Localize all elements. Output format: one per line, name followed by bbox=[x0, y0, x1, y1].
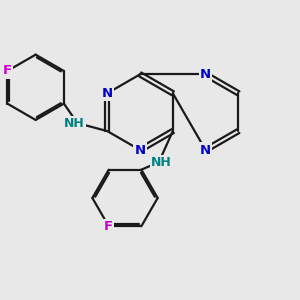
Text: N: N bbox=[102, 87, 113, 100]
Text: NH: NH bbox=[64, 117, 85, 130]
Text: N: N bbox=[134, 143, 146, 157]
Text: F: F bbox=[104, 220, 113, 233]
Text: F: F bbox=[3, 64, 12, 77]
Text: N: N bbox=[200, 68, 211, 81]
Text: N: N bbox=[200, 143, 211, 157]
Text: NH: NH bbox=[151, 156, 172, 169]
